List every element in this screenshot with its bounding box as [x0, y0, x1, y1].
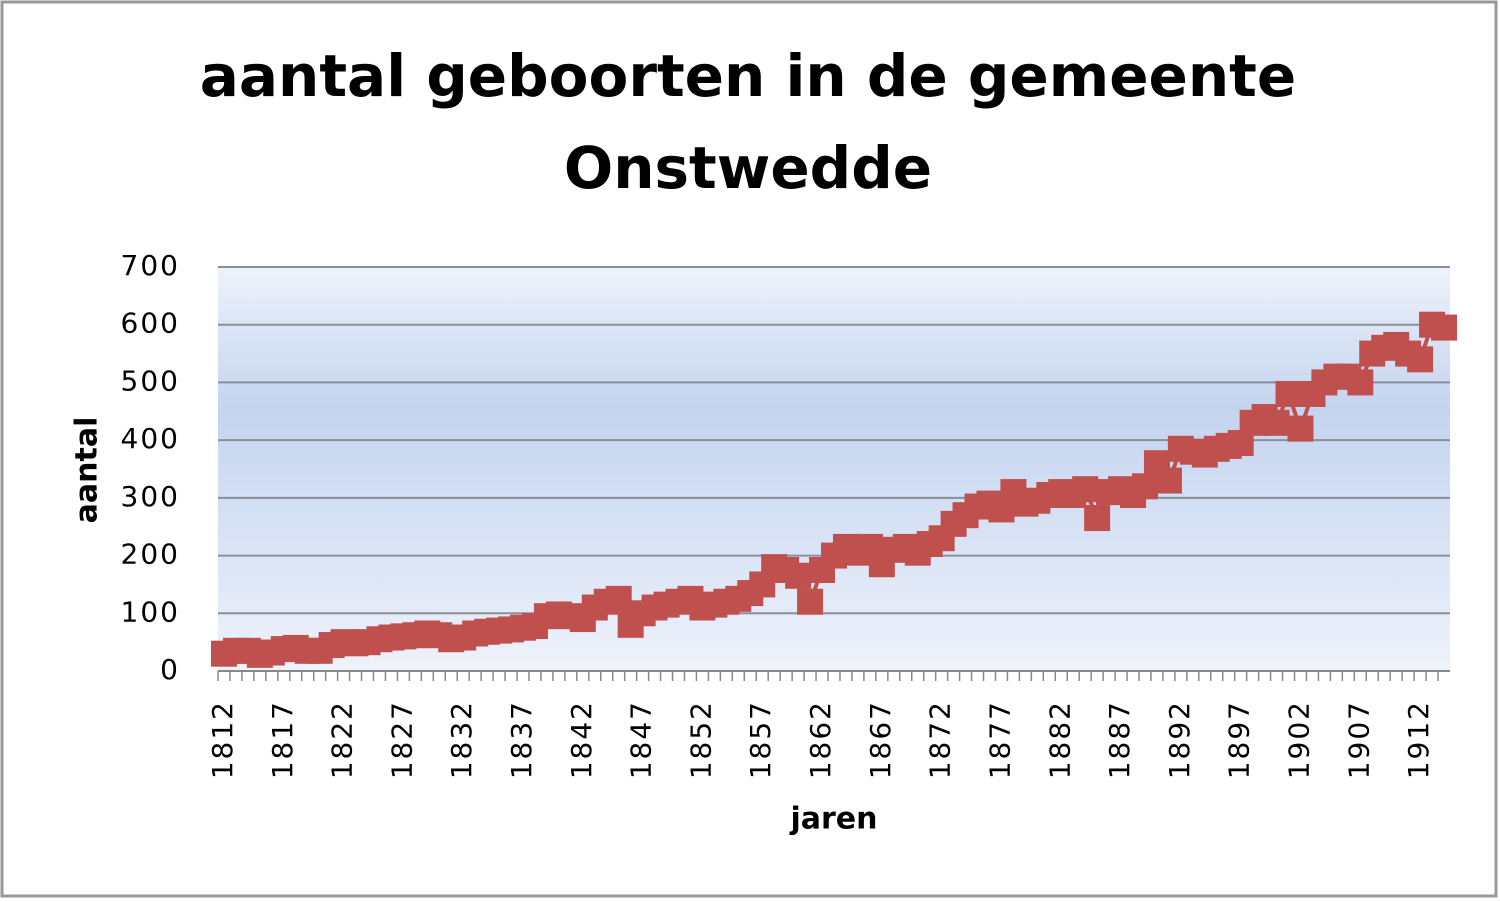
marker: [785, 562, 812, 589]
marker: [1131, 473, 1158, 500]
x-tick-label: 1892: [1163, 700, 1196, 779]
y-tick-label: 300: [121, 480, 180, 513]
y-tick-label: 400: [121, 422, 180, 455]
marker: [1072, 476, 1099, 503]
x-tick-label: 1817: [266, 700, 299, 779]
marker: [1263, 409, 1290, 436]
marker: [1407, 346, 1434, 373]
marker: [1084, 505, 1111, 532]
y-tick-label: 200: [121, 538, 180, 571]
x-tick-label: 1837: [505, 700, 538, 779]
x-tick-label: 1852: [684, 700, 717, 779]
x-tick-label: 1842: [565, 700, 598, 779]
y-tick-label: 600: [121, 307, 180, 340]
marker: [797, 588, 824, 615]
y-axis-title: aantal: [70, 417, 105, 524]
y-tick-label: 0: [160, 653, 180, 686]
y-tick-label: 500: [121, 364, 180, 397]
y-tick-label: 700: [121, 249, 180, 282]
x-tick-label: 1862: [804, 700, 837, 779]
x-tick-label: 1897: [1223, 700, 1256, 779]
marker: [605, 585, 632, 612]
marker: [1275, 380, 1302, 407]
x-tick-label: 1907: [1342, 700, 1375, 779]
marker: [1431, 314, 1458, 341]
x-tick-label: 1827: [385, 700, 418, 779]
chart-title: aantal geboorten in de gemeente Onstwedde: [200, 42, 1296, 202]
marker: [1347, 369, 1374, 396]
x-tick-label: 1902: [1282, 700, 1315, 779]
x-tick-label: 1877: [983, 700, 1016, 779]
title-line: Onstwedde: [564, 134, 932, 202]
x-tick-label: 1832: [445, 700, 478, 779]
plot-area: [218, 267, 1450, 671]
x-tick-label: 1857: [744, 700, 777, 779]
title-line: aantal geboorten in de gemeente: [200, 42, 1296, 110]
x-tick-label: 1812: [206, 700, 239, 779]
marker: [1287, 415, 1314, 442]
x-tick-label: 1872: [924, 700, 957, 779]
y-tick-label: 100: [121, 595, 180, 628]
x-tick-label: 1822: [326, 700, 359, 779]
x-tick-label: 1887: [1103, 700, 1136, 779]
x-tick-label: 1912: [1402, 700, 1435, 779]
marker: [1155, 467, 1182, 494]
x-tick-label: 1882: [1043, 700, 1076, 779]
x-tick-label: 1867: [864, 700, 897, 779]
x-axis-title: jaren: [789, 802, 877, 837]
x-tick-label: 1847: [625, 700, 658, 779]
